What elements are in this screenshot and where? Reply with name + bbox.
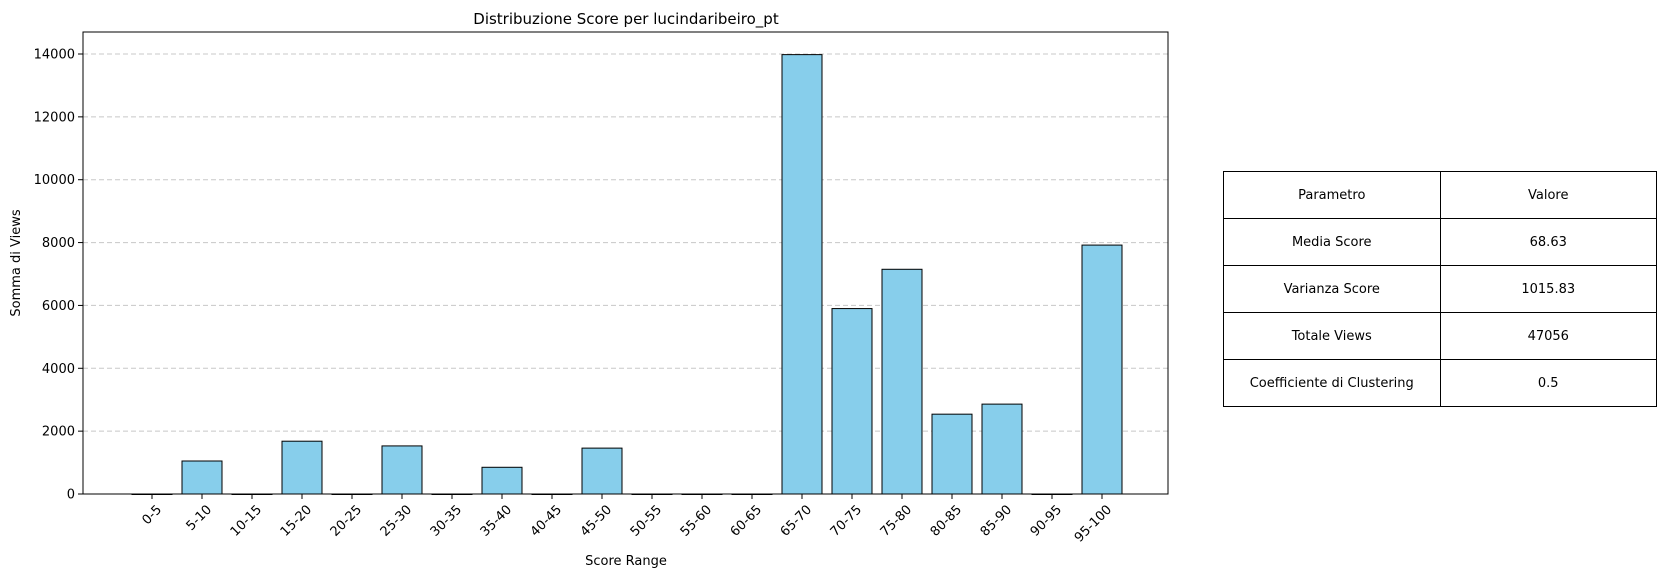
x-tick-label: 75-80 xyxy=(878,502,915,539)
x-tick-label: 70-75 xyxy=(828,502,865,539)
x-tick-label: 30-35 xyxy=(428,502,465,539)
grid-lines xyxy=(83,53,1168,432)
x-tick-label: 35-40 xyxy=(478,502,515,539)
x-tick-label: 90-95 xyxy=(1028,502,1065,539)
x-tick-label: 50-55 xyxy=(628,502,665,539)
param-cell: Totale Views xyxy=(1223,312,1441,360)
x-axis-label: Score Range xyxy=(585,554,667,569)
bar-80-85 xyxy=(931,413,973,495)
bar-5-10 xyxy=(181,460,223,495)
y-tick-label: 4000 xyxy=(42,362,75,377)
x-tick-label: 40-45 xyxy=(528,502,565,539)
y-axis-label: Somma di Views xyxy=(9,209,24,316)
param-cell: Parametro xyxy=(1223,171,1441,219)
x-tick-label: 85-90 xyxy=(978,502,1015,539)
table-row: Media Score 68.63 xyxy=(1223,218,1657,266)
param-cell: Media Score xyxy=(1223,218,1441,266)
value-cell: 68.63 xyxy=(1439,218,1657,266)
x-tick-label: 20-25 xyxy=(328,502,365,539)
bar-70-75 xyxy=(831,308,873,495)
x-tick-label: 45-50 xyxy=(578,502,615,539)
x-tick-label: 80-85 xyxy=(928,502,965,539)
x-tick-label: 65-70 xyxy=(778,502,815,539)
x-tick-label: 15-20 xyxy=(278,502,315,539)
stats-table: Parametro Valore Media Score 68.63 Varianza … xyxy=(1223,171,1657,407)
bar-65-70 xyxy=(781,54,823,495)
x-tick-label: 95-100 xyxy=(1072,502,1115,545)
x-tick-label: 0-5 xyxy=(139,502,165,528)
bar-85-90 xyxy=(981,403,1023,495)
x-tick-label: 5-10 xyxy=(184,502,215,533)
y-tick-label: 12000 xyxy=(34,110,75,125)
bars xyxy=(131,54,1123,495)
value-cell: 47056 xyxy=(1439,312,1657,360)
x-tick-label: 55-60 xyxy=(678,502,715,539)
x-tick-label: 10-15 xyxy=(228,502,265,539)
param-cell: Varianza Score xyxy=(1223,265,1441,313)
x-axis-ticks: 0-5 5-10 10-15 15-20 20-25 25-30 30-35 35-40 40-… xyxy=(139,494,1115,546)
table-row: Coefficiente di Clustering 0.5 xyxy=(1223,359,1657,407)
plot-frame xyxy=(82,31,1169,495)
y-tick-label: 10000 xyxy=(34,173,75,188)
y-tick-label: 8000 xyxy=(42,236,75,251)
bar-35-40 xyxy=(481,466,523,495)
bar-45-50 xyxy=(581,447,623,495)
param-cell: Coefficiente di Clustering xyxy=(1223,359,1441,407)
bar-75-80 xyxy=(881,268,923,495)
y-tick-label: 6000 xyxy=(42,299,75,314)
value-cell: Valore xyxy=(1439,171,1657,219)
y-tick-label: 14000 xyxy=(34,48,75,63)
table-row: Totale Views 47056 xyxy=(1223,312,1657,360)
bar-95-100 xyxy=(1081,244,1123,495)
table-header-row: Parametro Valore xyxy=(1223,171,1657,219)
y-axis-ticks: 0 2000 4000 6000 8000 10000 12000 14000 xyxy=(34,48,83,503)
table-row: Varianza Score 1015.83 xyxy=(1223,265,1657,313)
y-tick-label: 0 xyxy=(67,488,75,503)
y-tick-label: 2000 xyxy=(42,425,75,440)
bar-25-30 xyxy=(381,445,423,495)
chart-title: Distribuzione Score per lucindaribeiro_p… xyxy=(473,10,779,29)
value-cell: 0.5 xyxy=(1439,359,1657,407)
value-cell: 1015.83 xyxy=(1439,265,1657,313)
x-tick-label: 60-65 xyxy=(728,502,765,539)
x-tick-label: 25-30 xyxy=(378,502,415,539)
bar-15-20 xyxy=(281,440,323,495)
